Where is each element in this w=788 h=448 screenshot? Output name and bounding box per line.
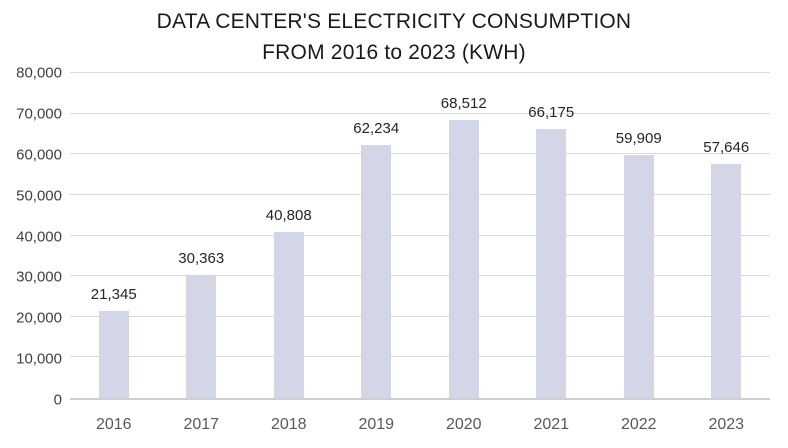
gridline [70, 315, 770, 317]
bar-value-label: 40,808 [265, 207, 312, 225]
y-axis: 0 10,000 20,000 30,000 40,000 50,000 60,000 70,… [0, 65, 62, 409]
x-tick-label: 2018 [270, 416, 307, 433]
gridline [70, 72, 770, 73]
bar [536, 129, 567, 398]
bar-column: 21,345 2016 [70, 73, 158, 433]
bar-column: 30,363 2017 [158, 73, 246, 433]
x-tick-label: 2017 [183, 416, 220, 433]
bar-columns: 21,345 2016 30,363 2017 40,808 2018 62,234 2019… [70, 73, 771, 433]
x-tick-label: 2022 [620, 416, 657, 433]
y-tick-label: 0 [53, 391, 62, 409]
y-tick-label: 50,000 [16, 187, 62, 205]
y-tick-label: 10,000 [16, 350, 62, 368]
x-tick-label: 2019 [358, 416, 395, 433]
gridline [70, 275, 770, 277]
gridline [70, 356, 770, 358]
x-tick-label: 2021 [533, 416, 570, 433]
bar-column: 59,909 2022 [595, 73, 683, 433]
chart-title: DATA CENTER'S ELECTRICITY CONSUMPTION FR… [0, 6, 788, 68]
gridline [70, 193, 770, 195]
gridline [70, 234, 770, 236]
y-tick-label: 70,000 [16, 105, 62, 123]
bar [711, 163, 742, 398]
bar [448, 119, 479, 398]
bar [273, 232, 304, 398]
y-tick-label: 20,000 [16, 309, 62, 327]
bar [361, 145, 392, 398]
x-tick-label: 2020 [445, 416, 482, 433]
y-tick-label: 80,000 [16, 64, 62, 82]
bar [98, 311, 129, 398]
bar-column: 62,234 2019 [333, 73, 421, 433]
bar-column: 66,175 2021 [508, 73, 596, 433]
bar-column: 57,646 2023 [683, 73, 771, 433]
plot-area: 21,345 2016 30,363 2017 40,808 2018 62,234 2019… [70, 72, 771, 433]
bar-value-label: 59,909 [615, 129, 662, 147]
x-tick-label: 2023 [708, 416, 745, 433]
bar-value-label: 66,175 [528, 104, 575, 122]
bar [623, 154, 654, 398]
bar-value-label: 21,345 [90, 286, 137, 304]
bar-column: 68,512 2020 [420, 73, 508, 433]
x-tick-label: 2016 [95, 416, 132, 433]
bar-value-label: 57,646 [703, 138, 750, 156]
bar-column: 40,808 2018 [245, 73, 333, 433]
bar-value-label: 68,512 [440, 94, 487, 112]
chart-title-line2: FROM 2016 to 2023 (KWH) [262, 41, 526, 64]
chart-title-line1: DATA CENTER'S ELECTRICITY CONSUMPTION [156, 10, 632, 33]
gridline [70, 153, 770, 155]
y-tick-label: 40,000 [16, 228, 62, 245]
gridline [70, 112, 770, 114]
y-tick-label: 60,000 [16, 146, 62, 164]
bar [186, 274, 217, 398]
bar-value-label: 62,234 [353, 120, 400, 138]
bar-value-label: 30,363 [178, 249, 225, 267]
y-tick-label: 30,000 [16, 268, 62, 286]
